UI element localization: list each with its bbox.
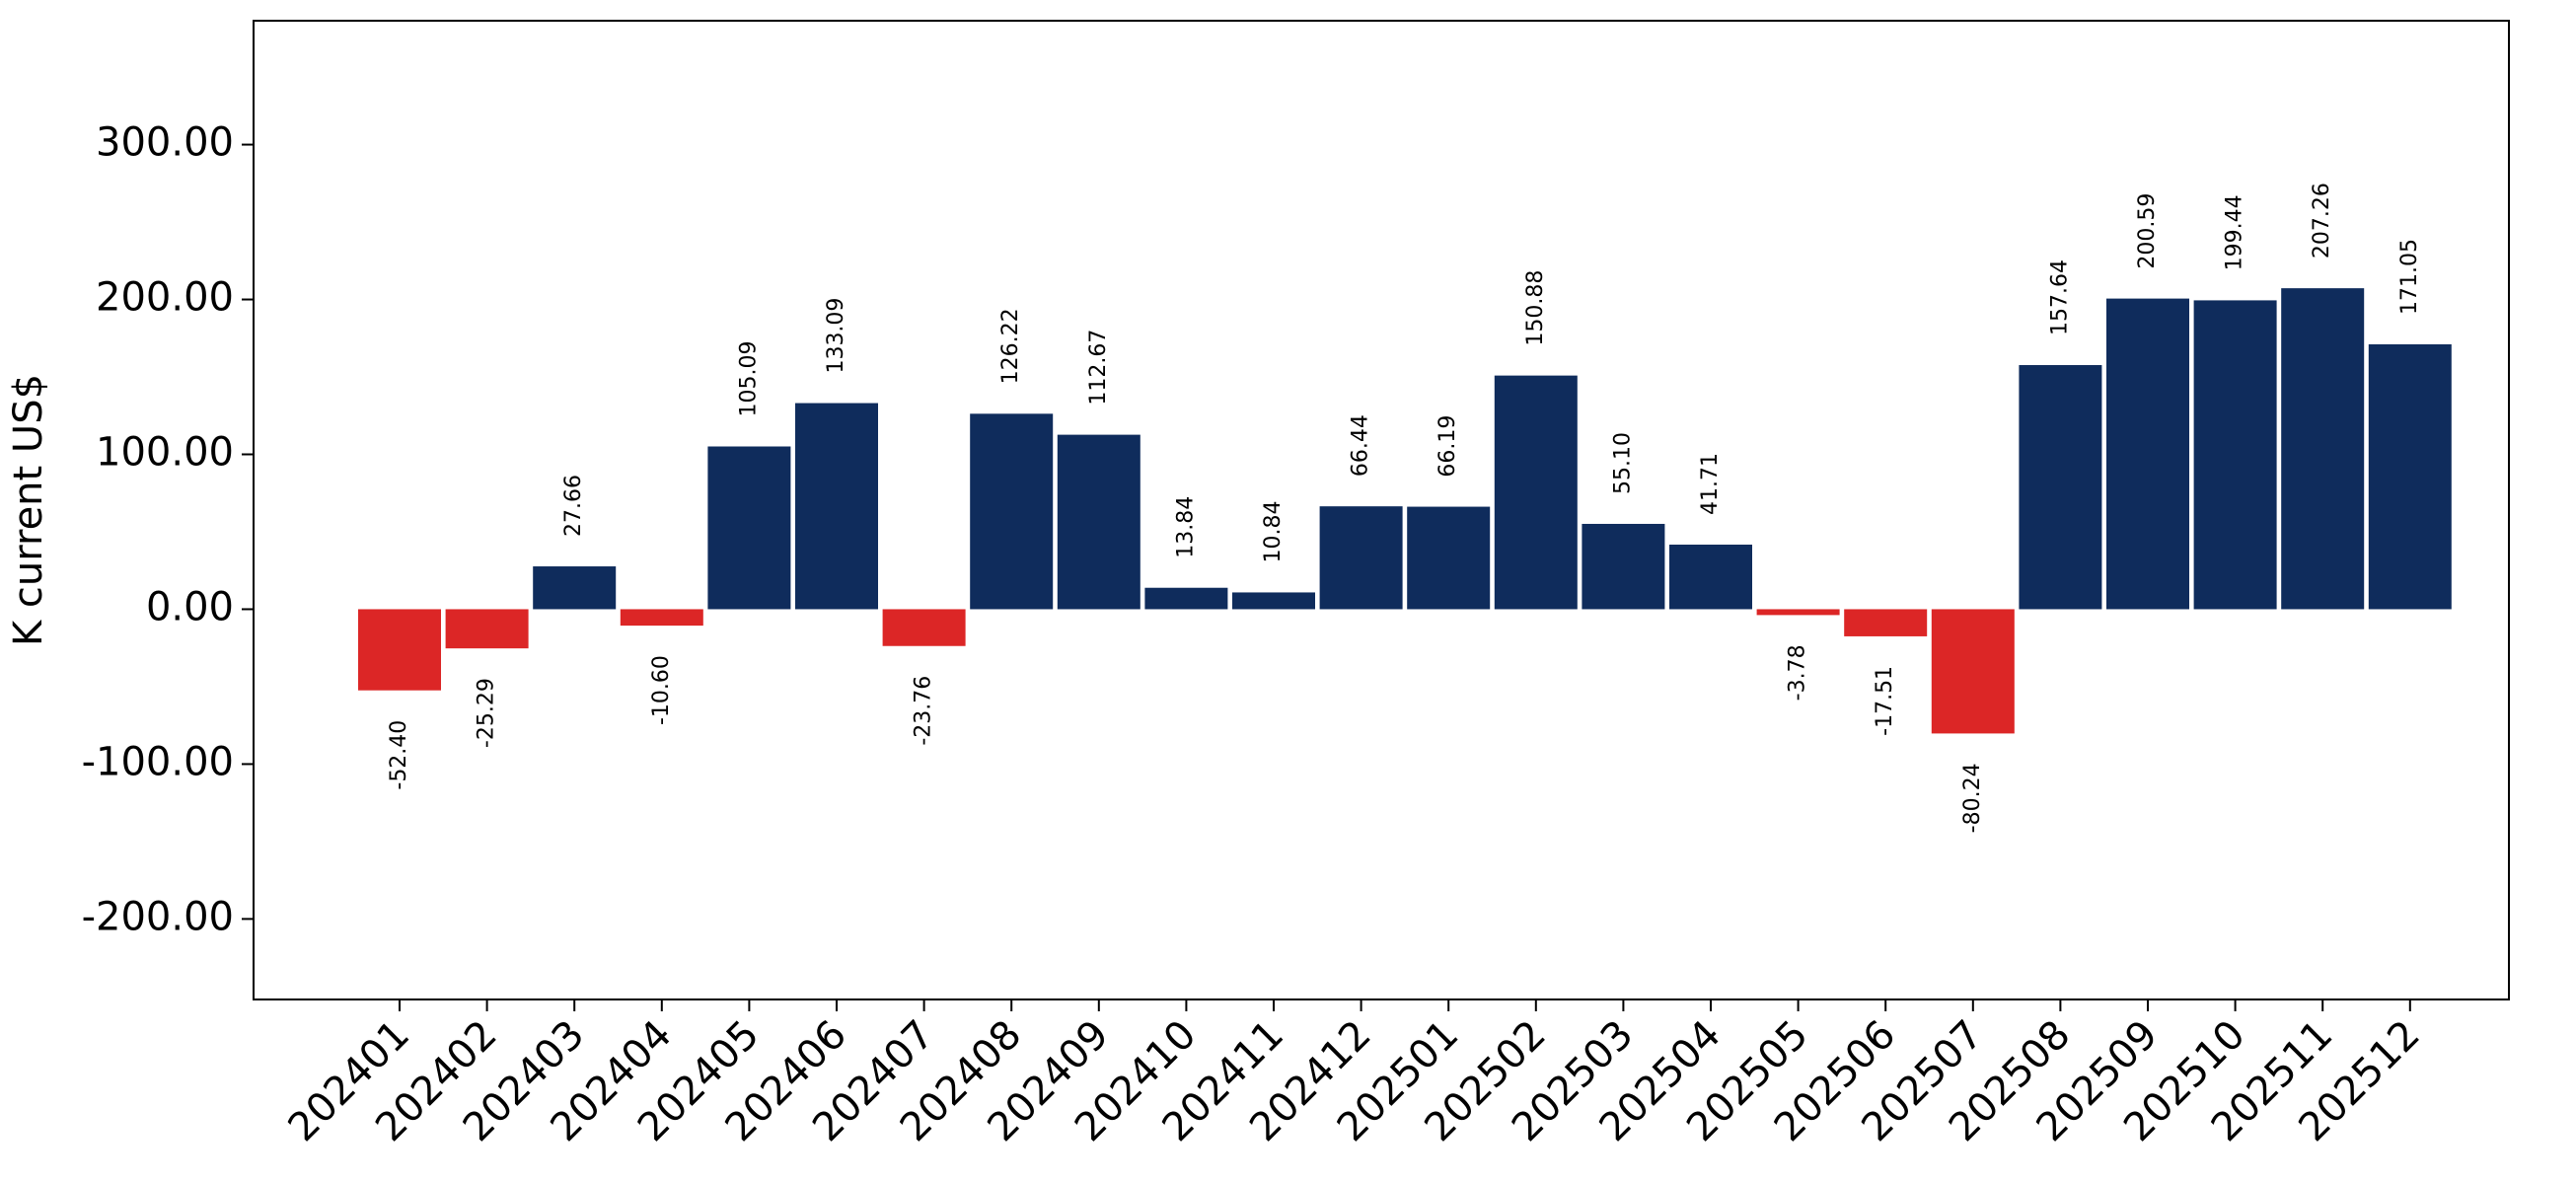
bar-202512 <box>2368 343 2452 610</box>
y-axis-label: K current US$ <box>6 374 51 646</box>
y-tick-label: 200.00 <box>96 275 234 321</box>
bar-202502 <box>1494 375 1578 610</box>
data-label-202410: 13.84 <box>1173 496 1198 558</box>
data-label-202411: 10.84 <box>1261 500 1286 562</box>
x-axis-ticks: 2024012024022024032024042024052024062024… <box>280 999 2429 1150</box>
data-label-202407: -23.76 <box>912 676 936 746</box>
bar-202401 <box>358 609 441 691</box>
bar-202511 <box>2281 288 2365 610</box>
y-tick-label: -200.00 <box>82 894 234 939</box>
bar-202408 <box>970 413 1054 610</box>
bar-202507 <box>1931 609 2015 734</box>
data-label-202504: 41.71 <box>1698 453 1723 515</box>
bars-group <box>358 288 2452 734</box>
data-label-202509: 200.59 <box>2135 193 2160 269</box>
bar-202406 <box>795 403 878 610</box>
bar-202412 <box>1319 506 1403 610</box>
data-label-202403: 27.66 <box>561 475 586 537</box>
bar-202405 <box>707 446 791 610</box>
data-label-202510: 199.44 <box>2223 194 2247 270</box>
y-tick-label: 300.00 <box>96 120 234 166</box>
bar-202509 <box>2106 298 2189 610</box>
data-label-202511: 207.26 <box>2310 183 2334 259</box>
bar-202501 <box>1407 506 1491 610</box>
data-label-202401: -52.40 <box>387 720 411 790</box>
bar-202410 <box>1144 587 1228 610</box>
y-axis-ticks: -200.00 -100.00 0.00 100.00 200.00 300.00 <box>82 120 254 939</box>
data-label-202502: 150.88 <box>1523 270 1548 346</box>
data-label-202507: -80.24 <box>1960 763 1985 833</box>
y-tick-label: 0.00 <box>146 584 234 629</box>
data-label-202512: 171.05 <box>2397 239 2422 315</box>
plot-frame <box>253 20 2510 1000</box>
y-tick-label: 100.00 <box>96 429 234 475</box>
bar-202508 <box>2019 365 2102 610</box>
data-label-202406: 133.09 <box>824 298 848 374</box>
data-label-202404: -10.60 <box>649 655 674 725</box>
bar-202505 <box>1756 609 1840 616</box>
bar-202403 <box>533 566 617 610</box>
data-label-202501: 66.19 <box>1435 415 1460 478</box>
data-label-202412: 66.44 <box>1349 414 1373 477</box>
data-label-202402: -25.29 <box>475 678 499 748</box>
data-label-202505: -3.78 <box>1786 644 1810 701</box>
bar-202402 <box>445 609 529 649</box>
data-label-202506: -17.51 <box>1873 666 1897 736</box>
bar-202503 <box>1582 523 1665 610</box>
data-label-202508: 157.64 <box>2047 259 2072 335</box>
y-tick-label: -100.00 <box>82 739 234 784</box>
bar-202504 <box>1669 544 1752 610</box>
bar-202404 <box>620 609 703 627</box>
bar-202409 <box>1057 434 1141 610</box>
bar-202407 <box>882 609 966 646</box>
data-label-202405: 105.09 <box>736 341 761 417</box>
data-label-202409: 112.67 <box>1086 330 1111 406</box>
bar-202506 <box>1844 609 1928 636</box>
data-label-202503: 55.10 <box>1610 432 1635 494</box>
data-labels-group: -52.40 -25.29 27.66 -10.60 105.09 133.09 -23.7… <box>387 183 2422 833</box>
data-label-202408: 126.22 <box>998 308 1023 384</box>
bar-202510 <box>2193 300 2277 610</box>
bar-202411 <box>1232 592 1315 610</box>
